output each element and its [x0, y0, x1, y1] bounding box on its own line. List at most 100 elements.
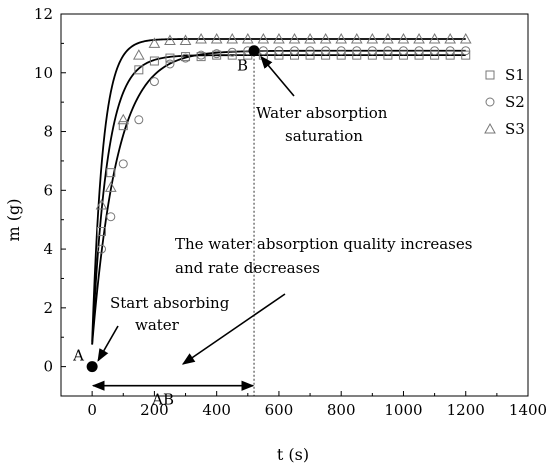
marker-s2	[445, 46, 455, 56]
plot-frame	[60, 13, 529, 397]
marker-s2	[134, 115, 144, 125]
x-tick-label: 200	[140, 401, 169, 419]
marker-s3	[428, 32, 441, 44]
marker-s3	[210, 32, 223, 44]
y-tick-label: 4	[43, 240, 53, 258]
axes: 0 200 400 600 800 1000 1200 1400 0 2 4 6 8 10 12	[34, 5, 547, 419]
marker-s3	[117, 113, 130, 125]
marker-s1	[352, 50, 362, 60]
point-label-a: A	[72, 347, 84, 365]
marker-s3	[132, 49, 145, 60]
point-label-b: B	[237, 57, 248, 75]
marker-s1	[134, 65, 144, 75]
marker-s2	[274, 46, 284, 56]
annotation-arrow-saturation	[260, 55, 295, 97]
marker-s3	[397, 32, 410, 44]
marker-s1	[430, 50, 440, 60]
marker-s3	[288, 32, 301, 44]
legend: S1 S2 S3	[484, 66, 525, 138]
x-tick-label: 0	[87, 401, 97, 419]
marker-s1	[321, 50, 331, 60]
marker-s1	[227, 50, 237, 60]
marker-s2	[398, 46, 408, 56]
x-tick-label: 1400	[509, 401, 547, 419]
marker-s2	[118, 159, 128, 169]
marker-s3	[413, 32, 425, 44]
marker-s1	[118, 121, 128, 131]
marker-s1	[274, 50, 284, 60]
marker-s2	[321, 46, 331, 56]
marker-s2	[352, 46, 362, 56]
data-markers	[95, 32, 472, 254]
marker-s2	[383, 46, 393, 56]
marker-s3	[104, 181, 117, 192]
marker-s2	[461, 46, 471, 56]
marker-s3	[273, 32, 285, 44]
marker-s2	[96, 244, 106, 254]
marker-s1	[445, 50, 455, 60]
marker-s2	[196, 50, 206, 60]
annotation-start-line2: water	[135, 316, 180, 334]
marker-s1	[106, 168, 116, 178]
marker-s3	[164, 34, 176, 45]
marker-s2	[227, 47, 237, 57]
annotation-arrow-quality	[181, 293, 286, 365]
y-tick-label: 12	[34, 5, 53, 23]
point-b	[248, 45, 260, 57]
marker-s3	[444, 32, 457, 44]
marker-s1	[461, 50, 471, 60]
marker-s1	[367, 50, 377, 60]
marker-s2	[367, 46, 377, 56]
annotation-saturation-line1: Water absorption	[256, 104, 388, 122]
marker-s3	[459, 32, 472, 44]
marker-s1	[414, 50, 424, 60]
marker-s3	[304, 32, 316, 44]
annotation-arrow-start	[97, 325, 119, 362]
legend-label-s3: S3	[505, 120, 525, 138]
marker-s2	[165, 59, 175, 69]
annotation-quality-line1: The water absorption quality increases	[175, 235, 472, 253]
annotation-quality-line2: and rate decreases	[175, 259, 320, 277]
y-tick-label: 2	[43, 299, 53, 317]
y-axis-title: m (g)	[4, 199, 23, 242]
marker-s2	[212, 49, 222, 59]
marker-s2	[106, 212, 116, 222]
annotation-saturation-line2: saturation	[285, 127, 363, 145]
marker-s3	[179, 34, 192, 45]
marker-s3	[366, 32, 379, 44]
legend-marker-s1	[485, 70, 495, 80]
marker-s1	[149, 56, 159, 66]
marker-s3	[95, 198, 108, 210]
marker-s1	[305, 50, 315, 60]
marker-s2	[414, 46, 424, 56]
y-tick-label: 8	[43, 123, 53, 141]
x-tick-label: 800	[327, 401, 356, 419]
marker-s3	[148, 37, 161, 48]
y-tick-label: 0	[43, 358, 53, 376]
marker-s2	[290, 46, 299, 56]
legend-label-s2: S2	[505, 93, 525, 111]
marker-s2	[305, 46, 315, 56]
marker-s1	[165, 53, 175, 63]
x-tick-label: 400	[202, 401, 231, 419]
marker-s3	[335, 32, 348, 44]
marker-s3	[195, 32, 207, 44]
marker-s3	[226, 32, 239, 44]
marker-s1	[96, 226, 106, 236]
fit-curve-s3	[91, 38, 466, 342]
legend-marker-s3	[484, 122, 496, 134]
marker-s3	[382, 32, 394, 44]
x-axis-title: t (s)	[277, 445, 309, 464]
marker-s2	[149, 77, 159, 87]
x-tick-label: 1200	[447, 401, 485, 419]
interval-label: AB	[151, 391, 174, 409]
marker-s1	[398, 50, 408, 60]
point-a	[86, 361, 98, 373]
marker-s2	[430, 46, 440, 56]
x-tick-label: 600	[265, 401, 294, 419]
annotation-start-line1: Start absorbing	[110, 294, 230, 312]
legend-marker-s2	[485, 97, 495, 107]
y-tick-label: 10	[34, 64, 53, 82]
